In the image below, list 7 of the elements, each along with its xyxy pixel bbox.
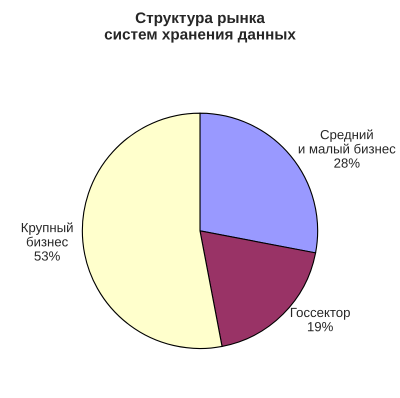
- slice-label: Средний и малый бизнес: [298, 129, 396, 154]
- data-label: 53%: [34, 251, 60, 261]
- data-label: 28%: [334, 158, 360, 168]
- slice-label: Крупный бизнес: [22, 222, 73, 246]
- chart-title: Структура рынка систем хранения данных: [104, 12, 296, 43]
- slice-label: Госсектор: [290, 308, 350, 320]
- data-label: 19%: [308, 322, 333, 332]
